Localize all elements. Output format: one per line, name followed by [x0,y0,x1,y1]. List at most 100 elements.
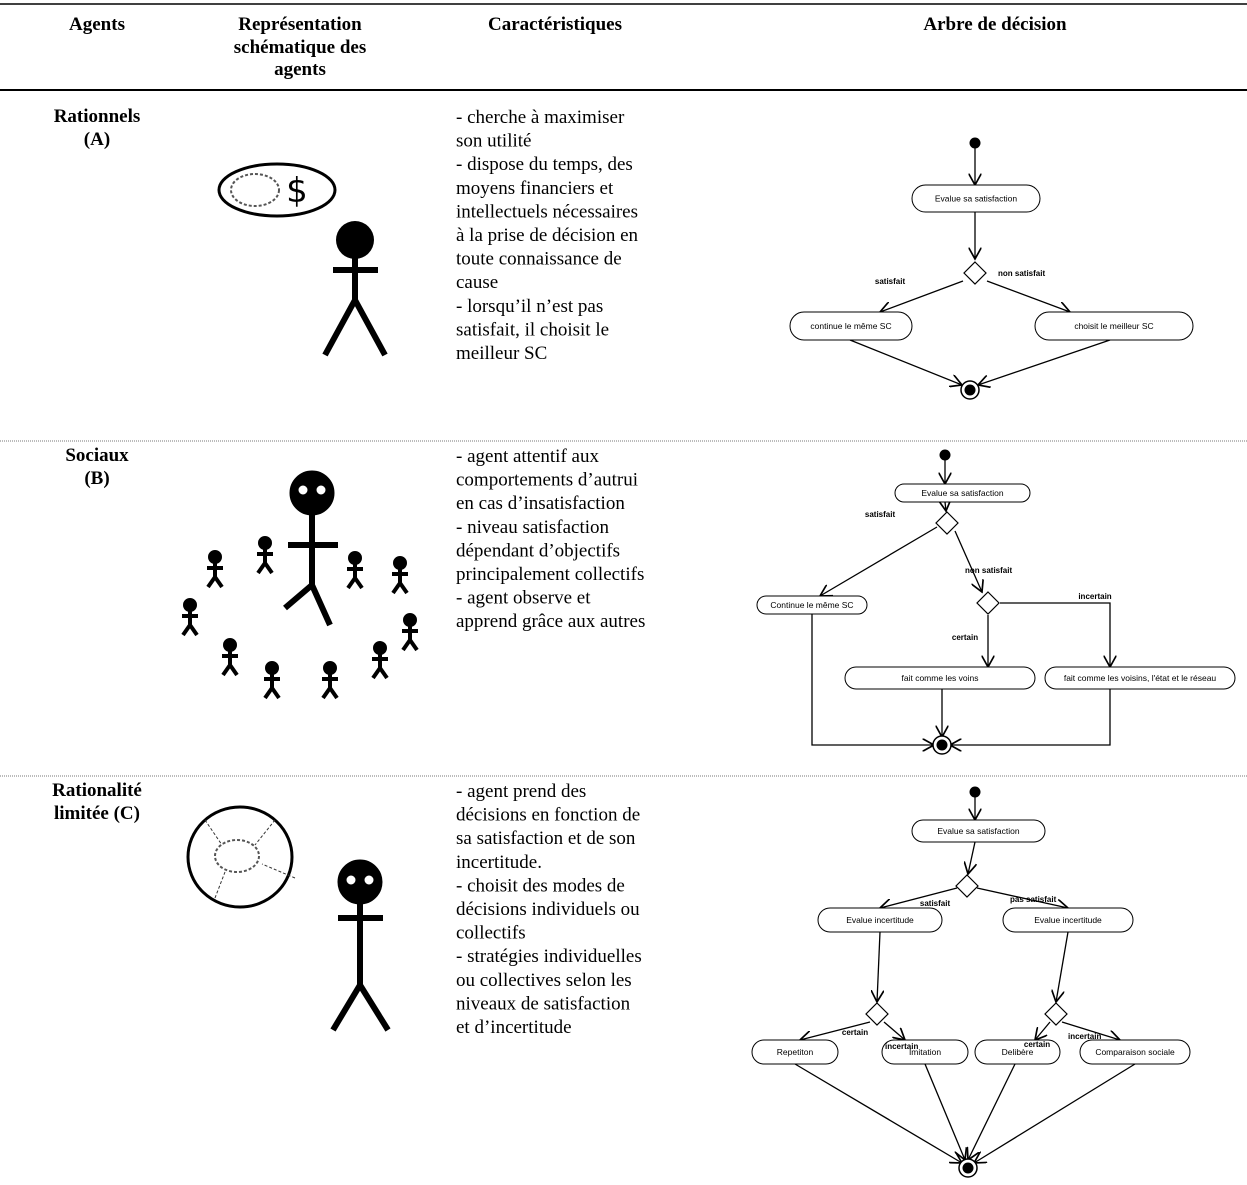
header-cell: agents [274,59,326,80]
edge [1000,602,1110,667]
activity [817,907,943,933]
edge [976,887,1068,908]
activity-label: continue le même SC [810,321,891,331]
characteristic-line: - cherche à maximiser [456,107,625,128]
edge-label: certain [842,1028,868,1037]
characteristic-line: - agent observe et [456,588,591,609]
characteristic-line: - niveau satisfaction [456,517,610,538]
agent-name: Sociaux [65,445,129,466]
agent-name: limitée (C) [54,803,140,824]
edge [924,1063,965,1160]
edge-label: pas satisfait [1010,895,1057,904]
activity [974,1039,1061,1065]
edge [1056,931,1069,1002]
edge [978,339,1111,385]
activity-label: Evalue sa satisfaction [935,194,1017,204]
characteristic-line: intellectuels nécessaires [456,201,638,222]
characteristic-line: - dispose du temps, des [456,154,633,175]
icon-symbol: $ [286,171,308,211]
agent-name: Rationnels [54,106,141,127]
characteristic-line: apprend grâce aux autres [456,611,645,632]
agent-name: Rationalité [52,780,142,801]
header-cell: Représentation [238,14,362,35]
activity-label: Evalue incertitude [846,915,914,925]
characteristic-line: principalement collectifs [456,564,644,585]
activity [756,595,868,615]
characteristic-line: sa satisfaction et de son [456,828,636,849]
decision [935,511,959,535]
icon-rational [217,162,388,357]
characteristic-line: dépendant d’objectifs [456,540,620,561]
characteristic-line: collectifs [456,923,526,944]
edge-label: non satisfait [998,269,1045,278]
icon-bounded [186,805,391,1032]
edge [794,1063,962,1163]
decision-tree: Evalue sa satisfaction continue le même S… [789,137,1194,400]
edge [800,1021,871,1040]
edge [954,530,982,592]
edge-label: satisfait [920,899,951,908]
agent-name: (A) [84,129,110,150]
edge-label: satisfait [865,510,896,519]
activity-label: Continue le même SC [770,600,853,610]
activity [1079,1039,1191,1065]
edge-label: certain [952,633,978,642]
characteristic-line: toute connaissance de [456,249,622,270]
characteristic-line: ou collectives selon les [456,970,632,991]
activity-label: Imitation [909,1047,941,1057]
edge-label: satisfait [875,277,906,286]
activity-label: Evalue sa satisfaction [921,488,1003,498]
edge [945,502,946,511]
activity [844,666,1036,690]
decision-tree: Evalue sa satisfaction Continue le même S… [756,449,1236,755]
start-node [969,786,981,798]
characteristic-line: - agent prend des [456,781,586,802]
characteristic-line: et d’incertitude [456,1017,572,1038]
start-node [969,137,981,149]
edge-label: incertain [885,1042,918,1051]
icon-social [181,470,419,700]
edge-label: non satisfait [965,566,1012,575]
activity-label: Evalue incertitude [1034,915,1102,925]
agent-name: (B) [84,468,109,489]
characteristic-line: - choisit des modes de [456,875,625,896]
characteristic-line: à la prise de décision en [456,225,639,246]
edge [986,280,1070,312]
decision [963,261,987,285]
characteristic-line: satisfait, il choisit le [456,319,609,340]
edge [877,931,880,1002]
characteristic-line: en cas d’insatisfaction [456,493,625,514]
characteristic-line: son utilité [456,131,531,152]
activity-label: fait comme les voisins, l'état et le rés… [1064,673,1217,683]
header-cell: Caractéristiques [488,14,622,35]
edge [820,526,938,596]
characteristic-line: - stratégies individuelles [456,946,642,967]
activity-label: Delibère [1002,1047,1034,1057]
characteristic-line: décisions individuels ou [456,899,640,920]
header-cell: Arbre de décision [923,14,1067,35]
decision-tree: Evalue sa satisfaction Evalue incertitude… [751,786,1191,1178]
activity [911,184,1041,213]
edge [883,1021,905,1040]
activity-label: fait comme les voins [902,673,979,683]
header-cell: Agents [69,14,125,35]
edge [849,339,962,385]
edge [968,841,975,874]
edge-label: incertain [1078,592,1111,601]
header-cell: schématique des [234,37,366,58]
characteristic-line: incertitude. [456,852,542,873]
edge-label: certain [1024,1040,1050,1049]
edge [880,280,964,312]
edge-label: incertain [1068,1032,1101,1041]
characteristic-line: décisions en fonction de [456,805,640,826]
characteristic-line: moyens financiers et [456,178,614,199]
activity [1044,666,1236,690]
characteristic-line: - agent attentif aux [456,446,599,467]
activity [1002,907,1134,933]
activity-label: Repetiton [777,1047,814,1057]
end-node [962,1162,974,1174]
decision [865,1002,889,1026]
activity [894,483,1031,503]
activity [751,1039,839,1065]
